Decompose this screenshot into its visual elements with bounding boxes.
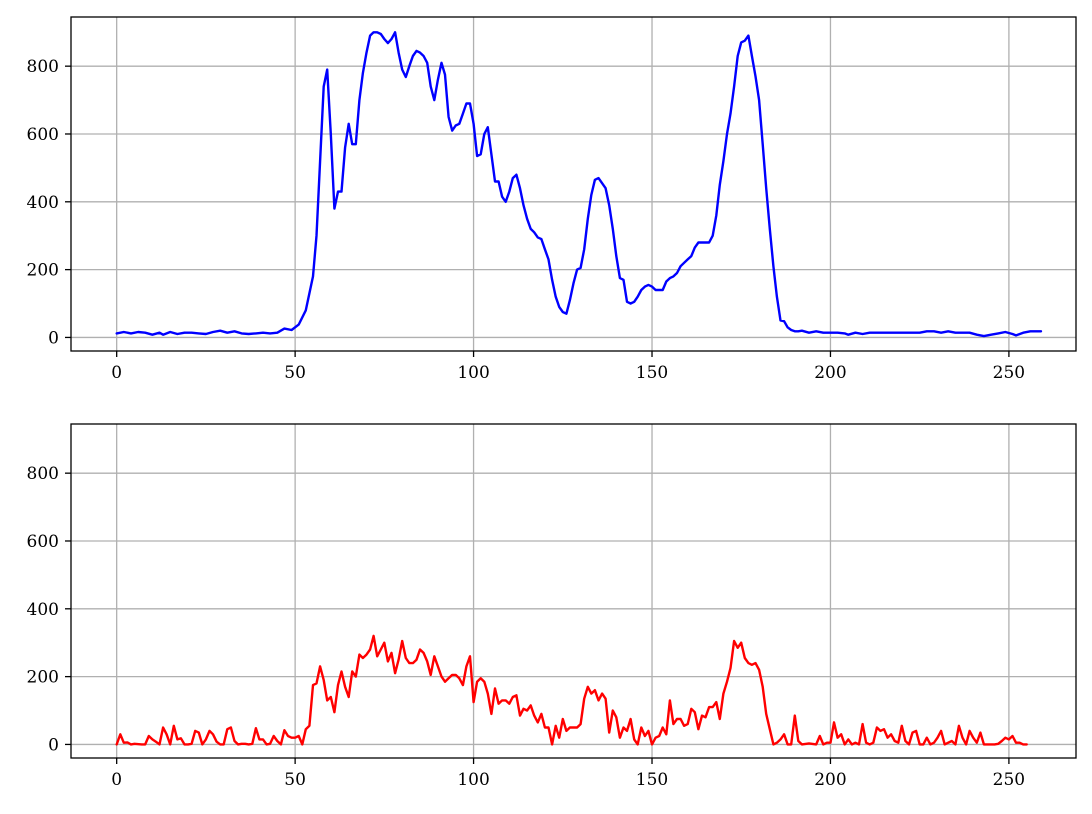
x-tick-label: 0 xyxy=(111,363,122,383)
top-chart-panel: 0 50 100 150 200 250 0 200 400 600 800 xyxy=(27,16,1077,383)
x-tick-label: 50 xyxy=(284,770,306,790)
plot-area-frame xyxy=(70,16,1077,352)
x-tick-label: 250 xyxy=(993,770,1025,790)
series-line xyxy=(115,634,1028,746)
y-tick-label: 600 xyxy=(27,125,59,145)
y-tick-label: 800 xyxy=(27,464,59,484)
y-tick-label: 0 xyxy=(48,735,59,755)
y-tick-label: 400 xyxy=(27,600,59,620)
y-tick-label: 0 xyxy=(48,328,59,348)
y-tick-label: 200 xyxy=(27,668,59,688)
x-tick-label: 250 xyxy=(993,363,1025,383)
x-tick-label: 0 xyxy=(111,770,122,790)
x-tick-label: 100 xyxy=(457,770,489,790)
x-tick-label: 100 xyxy=(457,363,489,383)
y-tick-label: 600 xyxy=(27,532,59,552)
y-tick-label: 400 xyxy=(27,193,59,213)
x-tick-label: 200 xyxy=(814,770,846,790)
y-tick-label: 800 xyxy=(27,57,59,77)
series-line xyxy=(115,31,1043,338)
plot-area-frame xyxy=(70,423,1077,759)
x-tick-label: 150 xyxy=(636,770,668,790)
x-tick-label: 200 xyxy=(814,363,846,383)
y-tick-label: 200 xyxy=(27,261,59,281)
x-tick-label: 150 xyxy=(636,363,668,383)
bottom-chart-panel: 0 50 100 150 200 250 0 200 400 600 800 xyxy=(27,423,1077,790)
x-tick-label: 50 xyxy=(284,363,306,383)
